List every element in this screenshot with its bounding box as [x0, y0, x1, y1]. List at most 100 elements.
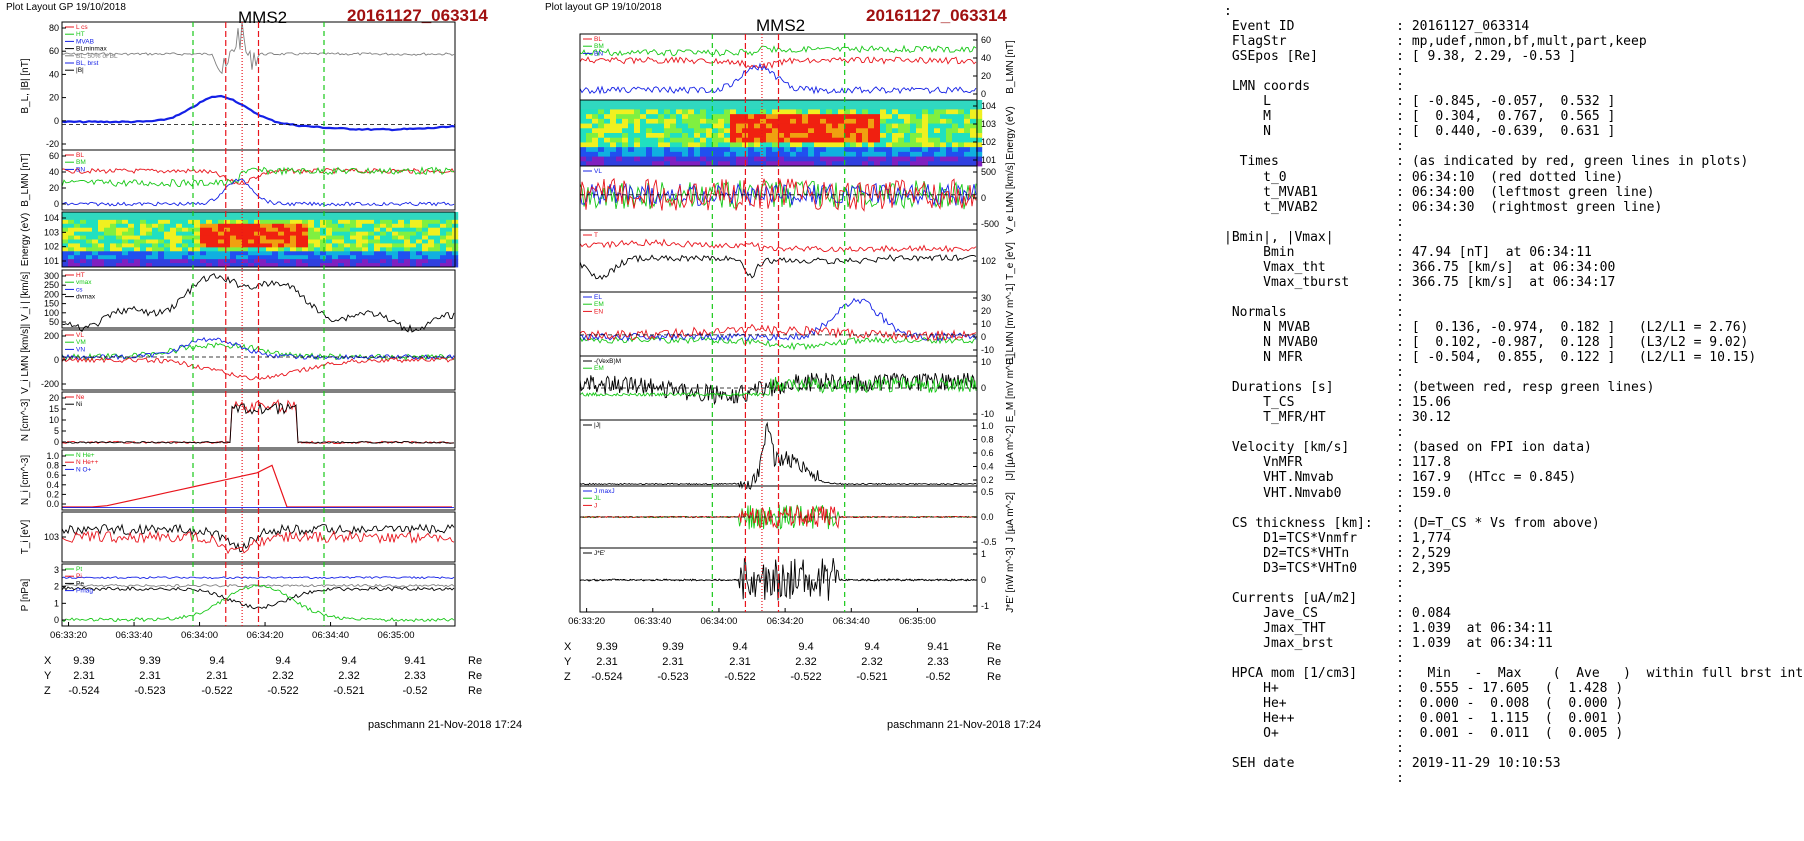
spectrogram-cell [778, 142, 785, 148]
spectrogram-cell [230, 219, 237, 225]
spectrogram-cell [308, 231, 315, 236]
spectrogram-cell [134, 251, 141, 256]
spectrogram-cell [290, 247, 297, 252]
spectrogram-cell [374, 235, 381, 240]
spectrogram-cell [242, 251, 249, 256]
position-value: 2.32 [795, 656, 817, 668]
spectrogram-cell [826, 128, 833, 134]
spectrogram-cell [580, 142, 587, 148]
spectrogram-cell [670, 118, 677, 124]
spectrogram-cell [308, 259, 315, 264]
spectrogram-cell [314, 251, 321, 256]
x-tick-label: 06:34:00 [181, 630, 218, 641]
spectrogram-cell [952, 118, 959, 124]
summary-line: FlagStr : mp,udef,nmon,bf,mult,part,keep [1224, 34, 1647, 50]
spectrogram-cell [278, 259, 285, 264]
spectrogram-cell [380, 263, 387, 268]
spectrogram-cell [934, 137, 941, 143]
spectrogram-cell [170, 223, 177, 229]
spectrogram-cell [682, 109, 689, 115]
spectrogram-cell [188, 212, 195, 217]
spectrogram-cell [928, 114, 935, 120]
spectrogram-cell [362, 247, 369, 252]
spectrogram-cell [772, 161, 779, 167]
spectrogram-cell [308, 243, 315, 248]
spectrogram-cell [580, 147, 587, 153]
spectrogram-cell [338, 247, 345, 252]
spectrogram-cell [440, 212, 447, 217]
spectrogram-cell [446, 251, 453, 256]
spectrogram-cell [586, 142, 593, 148]
spectrogram-cell [748, 114, 755, 120]
spectrogram-cell [622, 123, 629, 129]
spectrogram-cell [946, 137, 953, 143]
spectrogram-cell [134, 263, 141, 268]
spectrogram-cell [628, 100, 635, 106]
spectrogram-cell [206, 215, 213, 221]
spectrogram-cell [356, 223, 363, 229]
spectrogram-cell [664, 109, 671, 115]
spectrogram-cell [326, 263, 333, 268]
spectrogram-cell [86, 259, 93, 264]
summary-line: N MVAB0 : [ 0.102, -0.987, 0.128 ] (L3/L… [1224, 335, 1749, 351]
spectrogram-cell [128, 263, 135, 268]
spectrogram-cell [224, 231, 231, 236]
spectrogram-cell [688, 137, 695, 143]
spectrogram-cell [814, 133, 821, 139]
spectrogram-cell [976, 142, 983, 148]
spectrogram-cell [176, 259, 183, 264]
spectrogram-cell [646, 156, 653, 162]
spectrogram-cell [446, 247, 453, 252]
spectrogram-cell [796, 100, 803, 106]
spectrogram-cell [778, 109, 785, 115]
spectrogram-cell [368, 251, 375, 256]
spectrogram-cell [946, 109, 953, 115]
spectrogram-cell [290, 263, 297, 268]
spectrogram-cell [904, 109, 911, 115]
spectrogram-cell [694, 133, 701, 139]
spectrogram-cell [646, 128, 653, 134]
spectrogram-cell [586, 147, 593, 153]
spectrogram-cell [74, 263, 81, 268]
spectrogram-cell [736, 156, 743, 162]
spectrogram-cell [580, 128, 587, 134]
spectrogram-cell [718, 161, 725, 167]
spectrogram-cell [802, 123, 809, 129]
spectrogram-cell [706, 100, 713, 106]
spectrogram-cell [646, 137, 653, 143]
spectrogram-cell [80, 231, 87, 236]
spectrogram-cell [416, 247, 423, 252]
spectrogram-cell [290, 239, 297, 244]
spectrogram-cell [350, 227, 357, 233]
spectrogram-cell [886, 128, 893, 134]
spectrogram-cell [970, 104, 977, 110]
spectrogram-cell [910, 100, 917, 106]
spectrogram-cell [206, 251, 213, 256]
spectrogram-cell [676, 100, 683, 106]
summary-line: t_MVAB2 : 06:34:30 (rightmost green line… [1224, 199, 1663, 215]
spectrogram-cell [970, 137, 977, 143]
spectrogram-cell [946, 156, 953, 162]
spectrogram-cell [320, 255, 327, 260]
spectrogram-cell [676, 142, 683, 148]
spectrogram-cell [368, 243, 375, 248]
spectrogram-cell [814, 100, 821, 106]
spectrogram-cell [964, 109, 971, 115]
spectrogram-cell [688, 161, 695, 167]
spectrogram-cell [706, 123, 713, 129]
spectrogram-cell [122, 255, 129, 260]
spectrogram-cell [188, 259, 195, 264]
spectrogram-cell [182, 219, 189, 225]
spectrogram-cell [98, 263, 105, 268]
spectrogram-cell [248, 259, 255, 264]
spectrogram-cell [598, 156, 605, 162]
spectrogram-cell [736, 142, 743, 148]
spectrogram-cell [440, 259, 447, 264]
spectrogram-cell [598, 133, 605, 139]
spectrogram-cell [218, 259, 225, 264]
spectrogram-cell [850, 128, 857, 134]
spectrogram-cell [778, 104, 785, 110]
spectrogram-cell [302, 255, 309, 260]
spectrogram-cell [404, 263, 411, 268]
